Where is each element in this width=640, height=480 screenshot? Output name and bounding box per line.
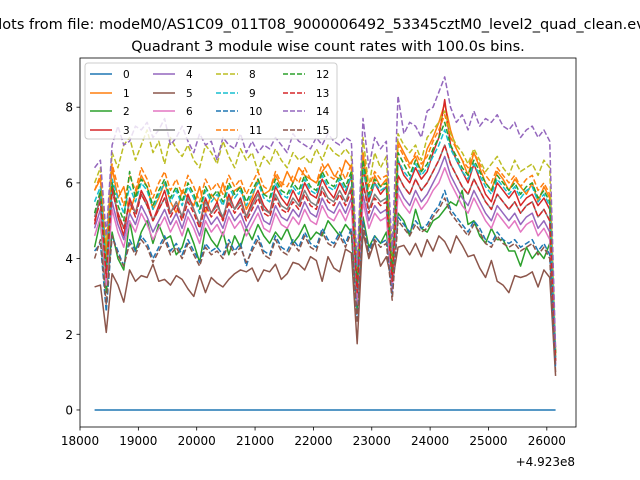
series-line-9	[93, 129, 557, 358]
legend-label-8: 8	[249, 69, 256, 81]
legend-label-1: 1	[123, 88, 130, 100]
legend-label-10: 10	[249, 106, 262, 118]
series-line-8	[93, 110, 557, 354]
legend-label-6: 6	[186, 106, 193, 118]
y-tick-label: 6	[65, 176, 73, 190]
y-tick-label: 0	[65, 403, 73, 417]
x-axis: 18000 19000 20000 21000 22000 23000 24000 25000…	[61, 427, 566, 448]
x-tick-label: 20000	[178, 434, 216, 448]
legend-label-13: 13	[316, 88, 329, 100]
legend-label-15: 15	[316, 125, 329, 137]
legend-label-12: 12	[316, 69, 329, 81]
plot-series	[93, 76, 557, 411]
series-line-2	[93, 189, 557, 361]
legend-label-14: 14	[316, 106, 330, 118]
legend-label-11: 11	[249, 125, 262, 137]
y-tick-label: 4	[65, 252, 73, 266]
legend-label-2: 2	[123, 106, 130, 118]
axes-frame	[79, 57, 577, 428]
legend-label-3: 3	[123, 125, 130, 137]
legend-label-5: 5	[186, 88, 193, 100]
legend-frame	[84, 62, 338, 140]
series-line-11	[93, 114, 557, 354]
legend-label-0: 0	[123, 69, 130, 81]
figure-suptitle: Plots from file: modeM0/AS1C09_011T08_90…	[0, 17, 640, 33]
legend-label-4: 4	[186, 69, 193, 81]
series-line-1	[93, 102, 557, 358]
x-tick-label: 19000	[119, 434, 157, 448]
series-line-6	[93, 167, 557, 365]
series-line-5	[94, 231, 557, 376]
x-tick-label: 23000	[353, 434, 391, 448]
x-tick-label: 21000	[236, 434, 274, 448]
x-tick-label: 18000	[61, 434, 99, 448]
series-line-13	[93, 144, 557, 361]
series-line-15	[93, 197, 557, 373]
series-line-12	[93, 121, 557, 354]
legend-label-9: 9	[249, 88, 256, 100]
x-offset-label: +4.923e8	[516, 455, 575, 469]
x-tick-label: 25000	[469, 434, 507, 448]
y-tick-label: 8	[65, 101, 73, 115]
x-tick-label: 26000	[528, 434, 566, 448]
chart-title: Quadrant 3 module wise count rates with …	[131, 39, 525, 55]
y-tick-label: 2	[65, 328, 73, 342]
y-axis: 0 2 4 6 8	[65, 101, 80, 417]
series-line-4	[93, 155, 557, 365]
legend-label-7: 7	[186, 125, 193, 137]
series-line-10	[93, 189, 557, 369]
series-line-14	[93, 76, 557, 350]
x-tick-label: 22000	[294, 434, 332, 448]
x-tick-label: 24000	[411, 434, 449, 448]
